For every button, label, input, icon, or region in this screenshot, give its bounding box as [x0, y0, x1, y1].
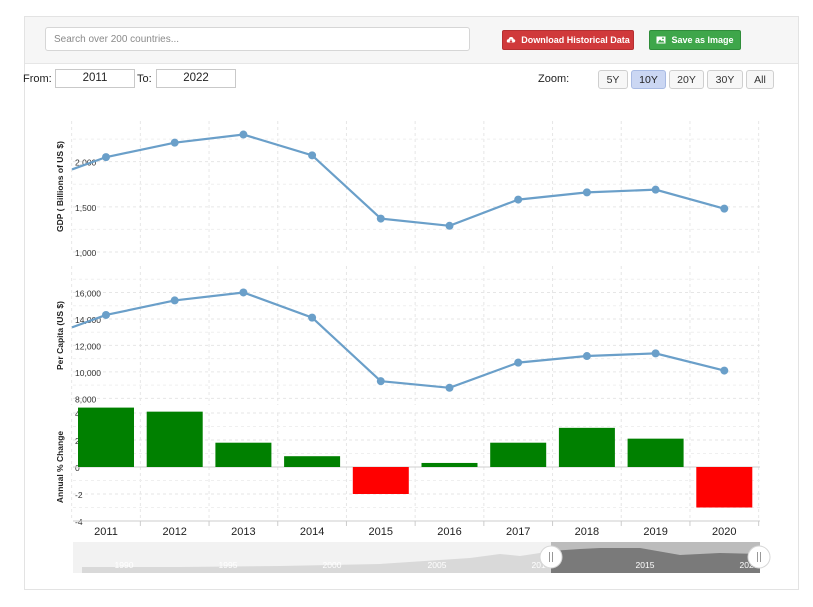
from-label: From:	[23, 73, 52, 85]
save-as-image-button[interactable]: Save as Image	[649, 30, 741, 50]
zoom-all-button[interactable]: All	[746, 70, 774, 89]
to-year-input[interactable]: 2022	[156, 69, 236, 88]
download-historical-data-button[interactable]: Download Historical Data	[502, 30, 634, 50]
zoom-30y-button[interactable]: 30Y	[707, 70, 743, 89]
save-button-label: Save as Image	[671, 35, 734, 45]
chart-widget: Download Historical Data Save as Image	[24, 16, 799, 590]
country-search-input[interactable]	[45, 27, 470, 51]
image-icon	[656, 36, 666, 44]
from-year-input[interactable]: 2011	[55, 69, 135, 88]
zoom-20y-button[interactable]: 20Y	[669, 70, 704, 89]
download-button-label: Download Historical Data	[521, 35, 630, 45]
toolbar: Download Historical Data Save as Image	[25, 17, 798, 64]
cloud-download-icon	[506, 36, 516, 44]
to-label: To:	[137, 73, 152, 85]
zoom-5y-button[interactable]: 5Y	[598, 70, 628, 89]
zoom-10y-button[interactable]: 10Y	[631, 70, 666, 89]
zoom-label: Zoom:	[538, 73, 570, 85]
